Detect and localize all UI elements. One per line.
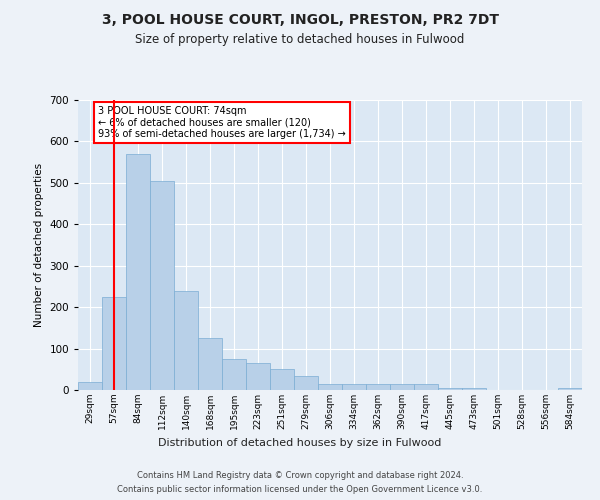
Bar: [174, 290, 198, 390]
Bar: [558, 388, 582, 390]
Text: Distribution of detached houses by size in Fulwood: Distribution of detached houses by size …: [158, 438, 442, 448]
Bar: [438, 388, 462, 390]
Text: Contains HM Land Registry data © Crown copyright and database right 2024.: Contains HM Land Registry data © Crown c…: [137, 472, 463, 480]
Bar: [366, 384, 390, 390]
Bar: [318, 384, 342, 390]
Bar: [222, 359, 246, 390]
Bar: [414, 384, 438, 390]
Bar: [462, 388, 486, 390]
Text: 3, POOL HOUSE COURT, INGOL, PRESTON, PR2 7DT: 3, POOL HOUSE COURT, INGOL, PRESTON, PR2…: [101, 12, 499, 26]
Bar: [294, 376, 318, 390]
Bar: [270, 370, 294, 390]
Bar: [198, 338, 222, 390]
Bar: [102, 297, 126, 390]
Y-axis label: Number of detached properties: Number of detached properties: [34, 163, 44, 327]
Text: Contains public sector information licensed under the Open Government Licence v3: Contains public sector information licen…: [118, 486, 482, 494]
Bar: [342, 384, 366, 390]
Text: 3 POOL HOUSE COURT: 74sqm
← 6% of detached houses are smaller (120)
93% of semi-: 3 POOL HOUSE COURT: 74sqm ← 6% of detach…: [98, 106, 346, 139]
Bar: [246, 363, 270, 390]
Bar: [126, 154, 150, 390]
Text: Size of property relative to detached houses in Fulwood: Size of property relative to detached ho…: [136, 32, 464, 46]
Bar: [390, 384, 414, 390]
Bar: [78, 382, 102, 390]
Bar: [150, 181, 174, 390]
